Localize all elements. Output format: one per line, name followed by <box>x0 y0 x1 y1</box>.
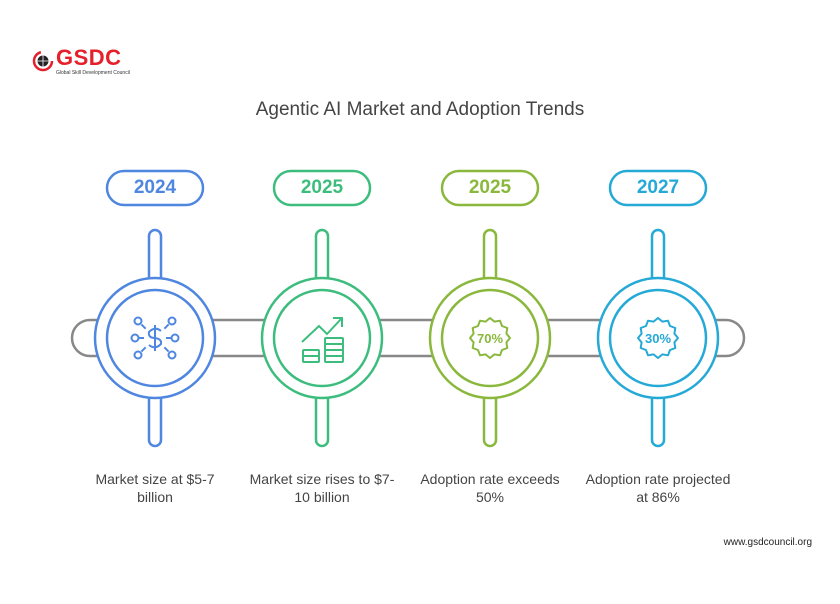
globe-icon <box>32 50 54 72</box>
milestone-description: Market size rises to $7-10 billion <box>249 471 395 505</box>
milestone-node <box>260 169 384 448</box>
growth-coins-icon <box>301 317 344 363</box>
money-network-icon <box>130 316 180 360</box>
badge-value: 30% <box>645 331 671 346</box>
year-pill <box>272 169 372 207</box>
year-pill <box>105 169 205 207</box>
timeline-track <box>70 318 746 358</box>
milestone-description: Adoption rate exceeds 50% <box>420 471 560 505</box>
year-label: 2024 <box>133 177 177 198</box>
year-label: 2025 <box>468 177 512 198</box>
milestone-description: Market size at $5-7 billion <box>95 471 215 505</box>
inner-ring <box>608 288 708 388</box>
percent-badge-icon: 30% <box>637 317 679 359</box>
milestone-node: 70% <box>428 169 552 448</box>
logo-text: GSDC <box>56 45 122 70</box>
year-label: 2027 <box>636 177 680 198</box>
milestone-node: 30% <box>596 169 720 448</box>
year-label: 2025 <box>300 177 344 198</box>
website-link[interactable]: www.gsdcouncil.org <box>723 537 812 548</box>
badge-value: 70% <box>477 331 503 346</box>
gsdc-logo: GSDC Global Skill Development Council <box>32 45 142 78</box>
inner-ring <box>272 288 372 388</box>
page-title: Agentic AI Market and Adoption Trends <box>255 99 585 120</box>
year-pill <box>440 169 540 207</box>
milestone-node <box>93 169 217 448</box>
logo-subtitle: Global Skill Development Council <box>56 70 130 76</box>
percent-badge-icon: 70% <box>469 317 511 359</box>
milestone-description: Adoption rate projected at 86% <box>585 471 731 505</box>
inner-ring <box>440 288 540 388</box>
year-pill <box>608 169 708 207</box>
